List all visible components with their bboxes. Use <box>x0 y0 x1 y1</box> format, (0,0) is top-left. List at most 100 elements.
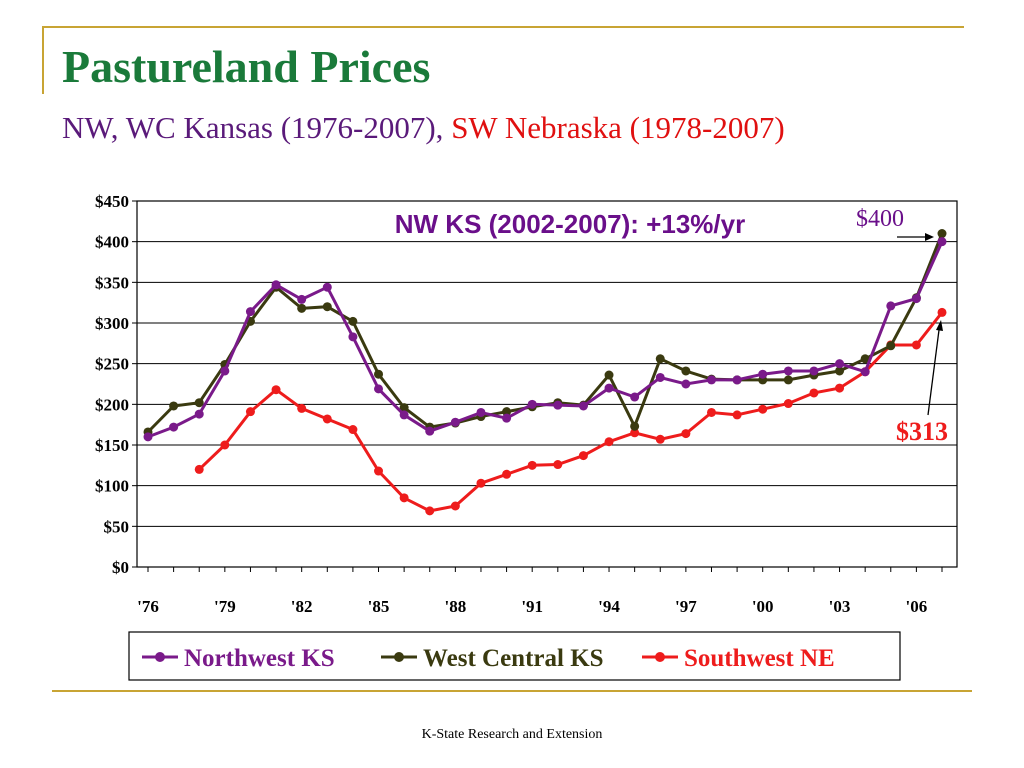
series-point-2 <box>476 478 486 488</box>
x-tick-label: '88 <box>444 597 466 616</box>
series-point-1 <box>502 407 512 417</box>
series-point-1 <box>169 401 179 411</box>
series-point-0 <box>655 372 665 382</box>
series-point-2 <box>706 407 716 417</box>
series-point-2 <box>604 437 614 447</box>
annotation-400: $400 <box>856 206 904 232</box>
legend-label: Northwest KS <box>184 645 335 672</box>
legend-label: West Central KS <box>423 645 604 672</box>
series-point-2 <box>783 399 793 409</box>
series-point-0 <box>809 366 819 376</box>
series-point-0 <box>322 282 332 292</box>
series-point-0 <box>886 301 896 311</box>
series-point-2 <box>835 383 845 393</box>
series-point-1 <box>194 398 204 408</box>
y-tick-label: $350 <box>95 273 129 292</box>
y-tick-label: $150 <box>95 436 129 455</box>
series-point-0 <box>450 417 460 427</box>
subtitle-nebraska: SW Nebraska (1978-2007) <box>451 110 785 145</box>
series-point-0 <box>630 392 640 402</box>
legend-swatch-marker <box>155 652 165 662</box>
subtitle-kansas: NW, WC Kansas (1976-2007), <box>62 110 444 145</box>
series-point-0 <box>783 366 793 376</box>
page-title: Pastureland Prices <box>62 41 431 92</box>
legend-swatch-marker <box>655 652 665 662</box>
series-point-2 <box>220 440 230 450</box>
series-point-0 <box>758 369 768 379</box>
plot-area <box>136 200 958 568</box>
series-point-0 <box>937 237 947 247</box>
series-point-1 <box>348 316 358 326</box>
series-point-1 <box>681 366 691 376</box>
annotation-313-arrowhead <box>936 320 943 331</box>
series-point-2 <box>348 425 358 435</box>
series-point-2 <box>194 464 204 474</box>
left-accent-line <box>42 28 44 94</box>
series-point-0 <box>911 294 921 304</box>
series-point-1 <box>860 354 870 364</box>
series-point-0 <box>553 400 563 410</box>
series-point-2 <box>911 340 921 350</box>
series-point-1 <box>655 354 665 364</box>
x-tick-label: '91 <box>521 597 543 616</box>
x-tick-label: '76 <box>137 597 159 616</box>
series-point-2 <box>655 434 665 444</box>
legend-item: Northwest KS <box>142 645 335 672</box>
series-point-1 <box>783 375 793 385</box>
page-subtitle: NW, WC Kansas (1976-2007), SW Nebraska (… <box>62 110 785 146</box>
y-tick-label: $450 <box>95 192 129 211</box>
series-point-1 <box>835 366 845 376</box>
series-point-0 <box>271 280 281 290</box>
series-point-0 <box>194 409 204 419</box>
series-point-2 <box>630 428 640 438</box>
legend-item: Southwest NE <box>642 645 835 672</box>
annotation-313-arrow <box>927 329 940 416</box>
series-point-1 <box>297 303 307 313</box>
x-tick-label: '03 <box>829 597 851 616</box>
series-point-0 <box>297 294 307 304</box>
series-point-0 <box>425 426 435 436</box>
legend-item: West Central KS <box>381 645 604 672</box>
x-tick-label: '94 <box>598 597 620 616</box>
series-point-0 <box>143 432 153 442</box>
series-point-0 <box>374 384 384 394</box>
series-point-2 <box>578 451 588 461</box>
series-point-1 <box>630 421 640 431</box>
series-point-0 <box>348 332 358 342</box>
footer-text: K-State Research and Extension <box>421 727 603 742</box>
y-tick-label: $50 <box>104 517 130 536</box>
series-point-0 <box>502 413 512 423</box>
y-tick-label: $200 <box>95 395 129 414</box>
series-point-2 <box>502 469 512 479</box>
annotation-400-arrowhead <box>925 233 934 241</box>
series-point-2 <box>809 388 819 398</box>
series-point-2 <box>425 506 435 516</box>
series-point-0 <box>835 359 845 369</box>
series-point-0 <box>578 401 588 411</box>
series-point-2 <box>297 403 307 413</box>
series-point-0 <box>604 383 614 393</box>
legend-box <box>128 631 901 681</box>
series-point-0 <box>732 375 742 385</box>
series-point-2 <box>681 429 691 439</box>
series-point-0 <box>527 399 537 409</box>
headline-annotation: NW KS (2002-2007): +13%/yr <box>395 209 745 239</box>
x-tick-label: '97 <box>675 597 697 616</box>
series-point-1 <box>399 403 409 413</box>
series-point-0 <box>476 407 486 417</box>
series-point-2 <box>732 410 742 420</box>
series-point-2 <box>399 493 409 503</box>
x-tick-label: '06 <box>906 597 928 616</box>
series-point-2 <box>553 460 563 470</box>
x-tick-label: '79 <box>214 597 236 616</box>
series-point-1 <box>886 341 896 351</box>
x-tick-label: '00 <box>752 597 774 616</box>
legend-label: Southwest NE <box>684 645 835 672</box>
x-tick-label: '82 <box>291 597 313 616</box>
legend-swatch-marker <box>394 652 404 662</box>
series-point-2 <box>450 501 460 511</box>
series-point-0 <box>706 375 716 385</box>
series-point-2 <box>758 404 768 414</box>
series-point-2 <box>322 414 332 424</box>
